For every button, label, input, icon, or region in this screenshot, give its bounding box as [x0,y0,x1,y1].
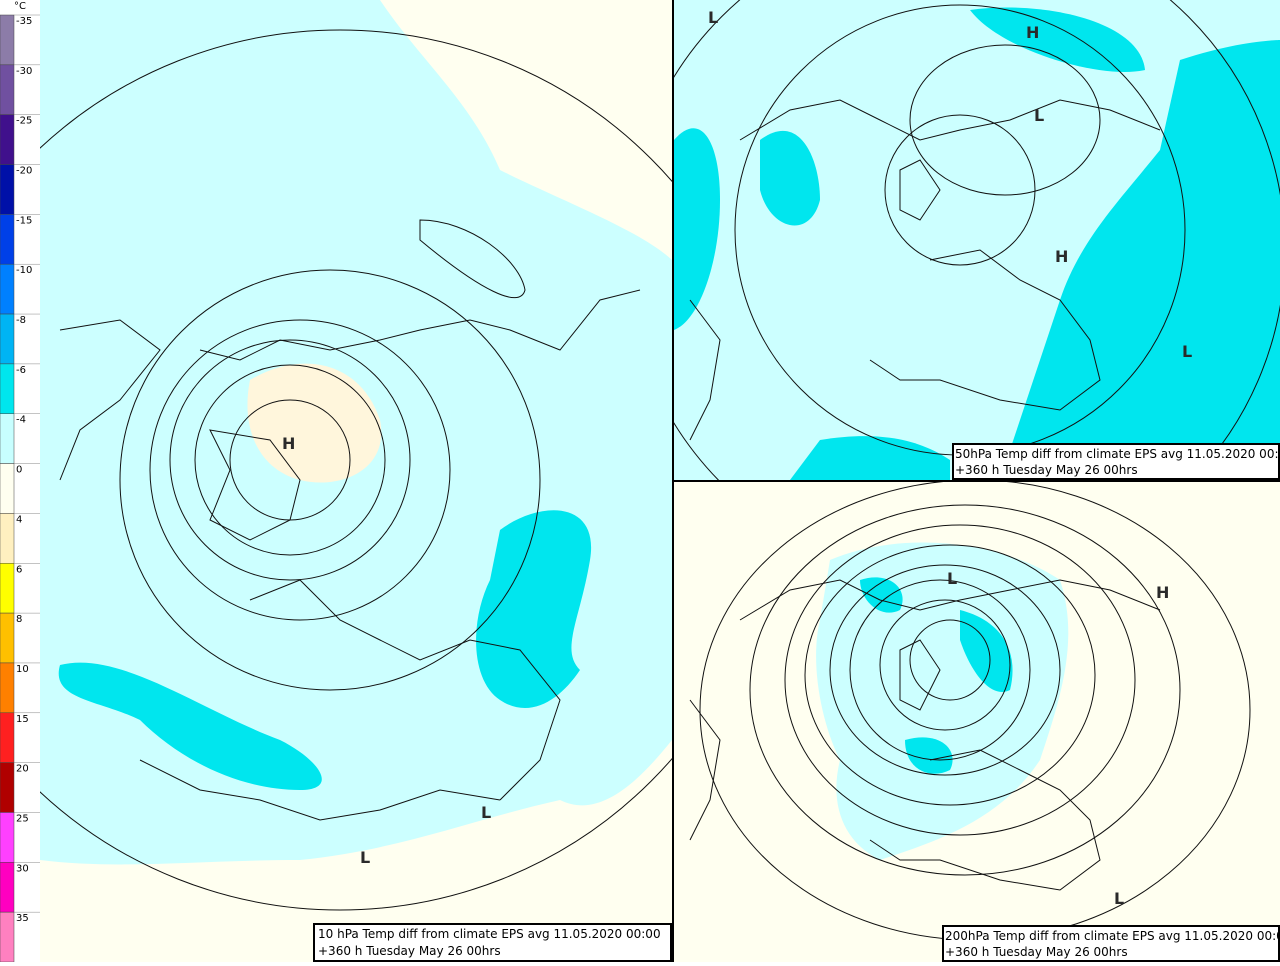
map-panel-10hpa: H L L 10 hPa Temp diff from climate EPS … [40,0,672,962]
legend-label: -20 [16,166,32,177]
legend-label: 8 [16,614,22,625]
legend-label: 10 [16,664,29,675]
caption-line: +360 h Tuesday May 26 00hrs [945,945,1128,959]
pressure-label: L [708,8,718,27]
legend-label: 35 [16,913,29,924]
map-panel-50hpa: L H L H L 50hPa Temp diff from climate E… [674,0,1280,480]
legend-swatch [0,463,15,514]
pressure-label: H [1055,247,1068,266]
legend-label: 4 [16,514,22,525]
legend-swatch [0,812,15,863]
legend-swatch [0,563,15,614]
pressure-label: H [1156,583,1169,602]
legend-swatch [0,862,15,913]
legend-label: -6 [16,365,26,376]
legend-swatch [0,114,15,165]
legend: °C -35 -30 -25 -20 -15 -10 -8 -6 -4 0 4 6 8 10 15 20 25 3… [0,0,40,963]
pressure-label: L [1034,106,1044,125]
caption-line: +360 h Tuesday May 26 00hrs [955,463,1138,477]
pressure-label: L [1182,342,1192,361]
legend-swatch [0,662,15,714]
legend-label: 15 [16,714,29,725]
pressure-label: L [947,569,957,588]
legend-label: 20 [16,764,29,775]
legend-swatch [0,164,15,215]
caption-line: 10 hPa Temp diff from climate EPS avg 11… [318,927,661,941]
legend-swatch [0,911,15,963]
legend-label: -10 [16,265,32,276]
legend-label: 0 [16,465,22,476]
legend-label: 30 [16,863,29,874]
legend-swatch [0,64,15,115]
pressure-label: L [360,848,370,867]
legend-label: 25 [16,813,29,824]
legend-label: -15 [16,215,32,226]
pressure-label: H [282,434,295,453]
caption-line: +360 h Tuesday May 26 00hrs [318,944,501,958]
legend-label: -30 [16,66,32,77]
legend-label: -8 [16,315,26,326]
caption-line: 50hPa Temp diff from climate EPS avg 11.… [955,447,1280,461]
legend-label: -25 [16,116,32,127]
legend-label: -35 [16,16,32,27]
legend-swatch [0,513,15,564]
pressure-label: L [1114,889,1124,908]
legend-swatch [0,363,15,414]
legend-swatch [0,612,15,664]
map-panel-200hpa: L H L 200hPa Temp diff from climate EPS … [674,482,1280,962]
legend-label: -4 [16,415,26,426]
legend-label: 6 [16,564,22,575]
legend-swatch [0,712,15,763]
legend-swatch [0,413,15,464]
legend-unit: °C [14,1,26,12]
caption-line: 200hPa Temp diff from climate EPS avg 11… [945,929,1280,943]
pressure-label: L [481,803,491,822]
legend-swatch [0,14,15,66]
pressure-label: H [1026,23,1039,42]
legend-swatch [0,762,15,813]
legend-swatch [0,214,15,265]
legend-swatch [0,263,15,315]
legend-swatch [0,313,15,365]
